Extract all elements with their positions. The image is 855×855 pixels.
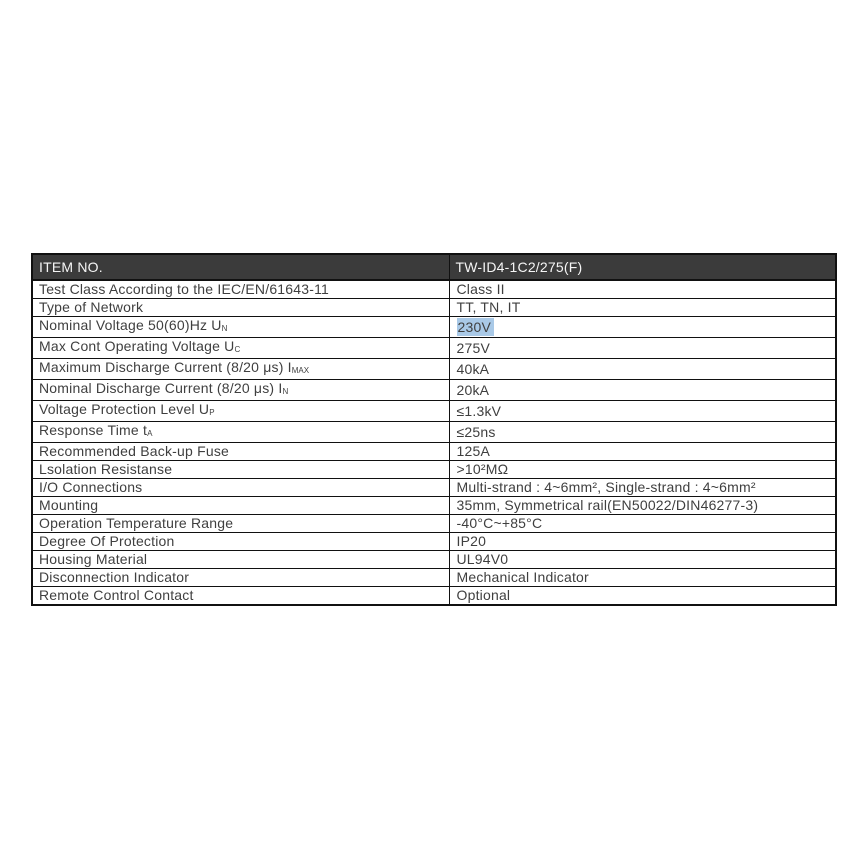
- spec-table: ITEM NO. TW-ID4-1C2/275(F) Test Class Ac…: [31, 253, 837, 606]
- table-row: Remote Control Contact Optional: [31, 586, 837, 606]
- subscript-text: C: [234, 345, 241, 354]
- spec-value-cell: 40kA: [448, 358, 837, 380]
- spec-value-cell: 275V: [448, 337, 837, 359]
- table-row: Nominal Voltage 50(60)Hz UN 230V: [31, 316, 837, 338]
- spec-value-cell: Multi-strand : 4~6mm², Single-strand : 4…: [448, 478, 837, 497]
- spec-value-cell: -40°C~+85°C: [448, 514, 837, 533]
- spec-label-cell: Mounting: [31, 496, 450, 515]
- spec-label-cell: Type of Network: [31, 298, 450, 317]
- spec-value-cell: ≤1.3kV: [448, 400, 837, 422]
- spec-label-cell: I/O Connections: [31, 478, 450, 497]
- table-row: Mounting 35mm, Symmetrical rail(EN50022/D…: [31, 496, 837, 515]
- header-model-number: TW-ID4-1C2/275(F): [448, 253, 837, 281]
- table-row: Max Cont Operating Voltage UC 275V: [31, 337, 837, 359]
- subscript-text: N: [221, 324, 228, 333]
- table-row: I/O Connections Multi-strand : 4~6mm², Si…: [31, 478, 837, 497]
- spec-value-cell: 35mm, Symmetrical rail(EN50022/DIN46277-…: [448, 496, 837, 515]
- spec-label-cell: Nominal Voltage 50(60)Hz UN: [31, 316, 450, 338]
- table-row: Recommended Back-up Fuse 125A: [31, 442, 837, 461]
- spec-value-cell: Class II: [448, 279, 837, 299]
- spec-value-cell: 20kA: [448, 379, 837, 401]
- spec-value-cell: UL94V0: [448, 550, 837, 569]
- spec-label-cell: Degree Of Protection: [31, 532, 450, 551]
- subscript-text: P: [209, 408, 215, 417]
- spec-label-cell: Remote Control Contact: [31, 586, 450, 606]
- table-row: Nominal Discharge Current (8/20 μs) IN 20…: [31, 379, 837, 401]
- spec-value-cell: >10²MΩ: [448, 460, 837, 479]
- spec-label-cell: Maximum Discharge Current (8/20 μs) IMAX: [31, 358, 450, 380]
- spec-value-cell: TT, TN, IT: [448, 298, 837, 317]
- spec-value-cell: 125A: [448, 442, 837, 461]
- subscript-text: A: [147, 429, 153, 438]
- table-row: Degree Of Protection IP20: [31, 532, 837, 551]
- spec-rows: Test Class According to the IEC/EN/61643…: [31, 279, 837, 606]
- subscript-text: MAX: [291, 366, 310, 375]
- spec-label-cell: Lsolation Resistanse: [31, 460, 450, 479]
- spec-label-cell: Voltage Protection Level UP: [31, 400, 450, 422]
- table-header-row: ITEM NO. TW-ID4-1C2/275(F): [31, 253, 837, 281]
- table-row: Type of Network TT, TN, IT: [31, 298, 837, 317]
- spec-value-cell: 230V: [448, 316, 837, 338]
- table-row: Lsolation Resistanse >10²MΩ: [31, 460, 837, 479]
- table-row: Disconnection Indicator Mechanical Indica…: [31, 568, 837, 587]
- header-item-no: ITEM NO.: [31, 253, 450, 281]
- spec-value-cell: Optional: [448, 586, 837, 606]
- table-row: Voltage Protection Level UP ≤1.3kV: [31, 400, 837, 422]
- table-row: Test Class According to the IEC/EN/61643…: [31, 279, 837, 299]
- spec-label-cell: Recommended Back-up Fuse: [31, 442, 450, 461]
- spec-label-cell: Max Cont Operating Voltage UC: [31, 337, 450, 359]
- selected-text: 230V: [456, 317, 494, 336]
- spec-label-cell: Response Time tA: [31, 421, 450, 443]
- table-row: Operation Temperature Range -40°C~+85°C: [31, 514, 837, 533]
- table-row: Response Time tA ≤25ns: [31, 421, 837, 443]
- spec-label-cell: Disconnection Indicator: [31, 568, 450, 587]
- table-row: Maximum Discharge Current (8/20 μs) IMAX…: [31, 358, 837, 380]
- spec-label-cell: Nominal Discharge Current (8/20 μs) IN: [31, 379, 450, 401]
- subscript-text: N: [282, 387, 289, 396]
- spec-label-cell: Housing Material: [31, 550, 450, 569]
- spec-value-cell: Mechanical Indicator: [448, 568, 837, 587]
- spec-value-cell: IP20: [448, 532, 837, 551]
- spec-label-cell: Test Class According to the IEC/EN/61643…: [31, 279, 450, 299]
- spec-label-cell: Operation Temperature Range: [31, 514, 450, 533]
- spec-value-cell: ≤25ns: [448, 421, 837, 443]
- table-row: Housing Material UL94V0: [31, 550, 837, 569]
